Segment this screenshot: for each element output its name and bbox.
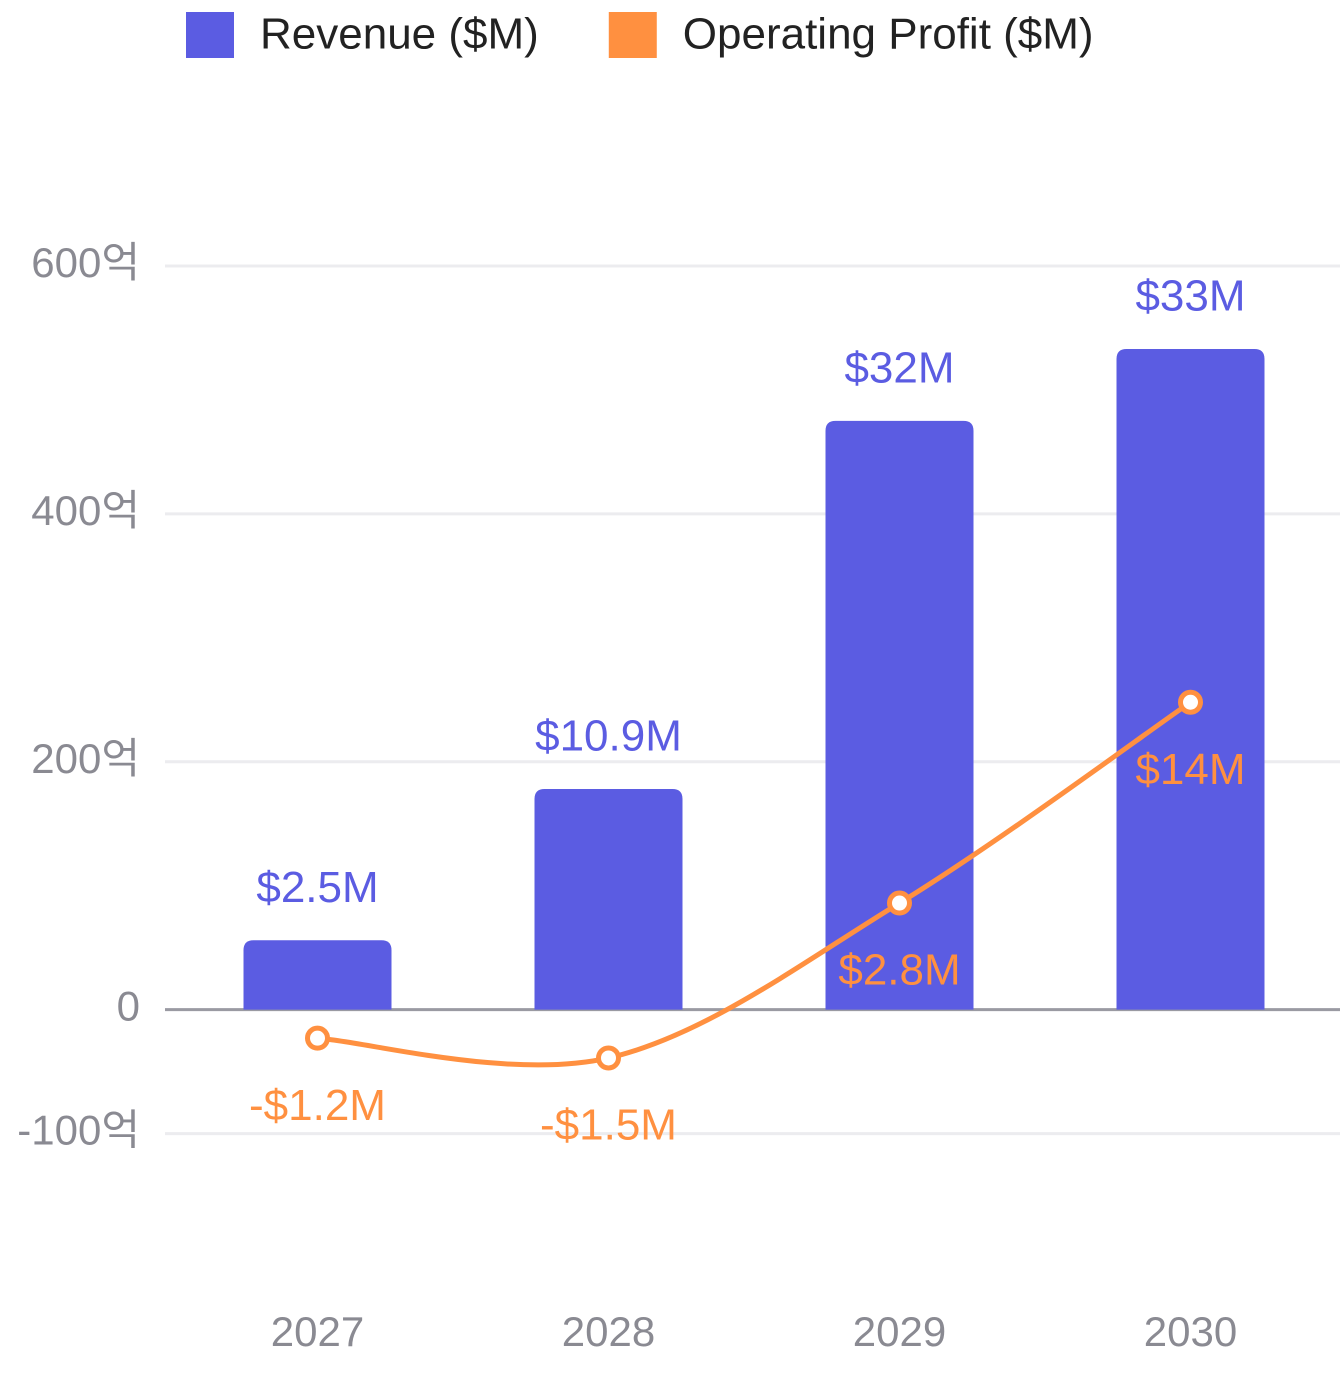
y-tick-label: 600억: [31, 239, 140, 286]
legend-swatch: [608, 12, 657, 58]
bar: [243, 940, 392, 1010]
bar: [825, 420, 974, 1010]
bar-value-label: $2.5M: [256, 863, 378, 912]
line-point: [887, 890, 912, 916]
line-value-label: $2.8M: [838, 946, 960, 995]
line-value-label: -$1.2M: [249, 1081, 386, 1130]
line-point: [1178, 689, 1203, 715]
legend-label: Operating Profit ($M): [683, 10, 1094, 59]
bar-value-label: $32M: [844, 344, 954, 393]
line-value-label: -$1.5M: [540, 1101, 677, 1150]
legend-swatch: [186, 12, 234, 58]
y-tick-label: 200억: [31, 735, 140, 782]
x-tick-label: 2028: [562, 1308, 655, 1355]
x-tick-label: 2030: [1144, 1308, 1237, 1355]
line-point: [305, 1025, 330, 1051]
bar-value-label: $33M: [1135, 272, 1245, 321]
bar-value-label: $10.9M: [535, 712, 682, 761]
x-tick-label: 2029: [853, 1308, 946, 1355]
line: [317, 700, 1192, 1068]
bar: [1116, 348, 1265, 1010]
y-tick-label: -100억: [17, 1107, 140, 1154]
line-point: [596, 1045, 621, 1071]
y-tick-label: 400억: [31, 487, 140, 534]
bar: [534, 789, 683, 1010]
x-tick-label: 2027: [271, 1308, 364, 1355]
legend-label: Revenue ($M): [260, 10, 539, 59]
y-tick-label: 0: [117, 983, 140, 1030]
line-value-label: $14M: [1135, 745, 1245, 794]
